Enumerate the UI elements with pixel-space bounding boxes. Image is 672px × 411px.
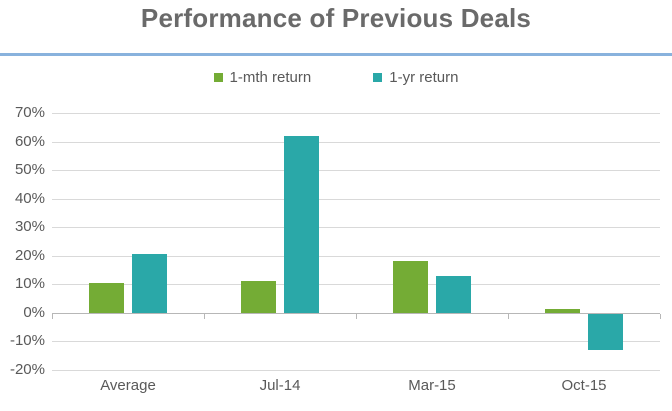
gridline [52, 341, 660, 342]
title-divider [0, 53, 672, 56]
x-axis-tick [356, 314, 357, 319]
y-axis-label: -20% [9, 361, 45, 378]
bar-1-mth-return-oct-15 [545, 309, 580, 313]
x-axis-label-jul-14: Jul-14 [259, 377, 301, 394]
gridline [52, 170, 660, 171]
y-axis-label: -10% [9, 332, 45, 349]
y-axis-label: 60% [14, 133, 45, 150]
chart-legend: 1-mth return 1-yr return [0, 66, 672, 88]
gridline [52, 199, 660, 200]
gridline [52, 256, 660, 257]
gridline [52, 370, 660, 371]
bar-1-yr-return-mar-15 [436, 276, 471, 313]
y-axis-label: 70% [14, 104, 45, 121]
x-axis-label-mar-15: Mar-15 [408, 377, 456, 394]
gridline [52, 142, 660, 143]
bar-1-mth-return-jul-14 [241, 281, 276, 313]
y-axis-label: 40% [14, 190, 45, 207]
bar-1-yr-return-average [132, 254, 167, 313]
legend-item-1mth-return: 1-mth return [213, 68, 312, 86]
y-axis-label: 20% [14, 247, 45, 264]
gridline [52, 284, 660, 285]
bar-1-yr-return-jul-14 [284, 136, 319, 313]
x-axis-tick [204, 314, 205, 319]
y-axis-label: 30% [14, 218, 45, 235]
x-axis-line [52, 313, 660, 314]
chart-title: Performance of Previous Deals [140, 3, 532, 33]
legend-item-1yr-return: 1-yr return [373, 69, 458, 86]
legend-swatch-1mth-return-icon [213, 72, 223, 82]
bar-1-mth-return-average [89, 283, 124, 313]
gridline [52, 227, 660, 228]
legend-label-1yr-return: 1-yr return [389, 68, 459, 86]
bar-1-yr-return-oct-15 [588, 314, 623, 350]
x-axis-label-average: Average [100, 377, 156, 394]
gridline [52, 113, 660, 114]
y-axis-label: 10% [14, 275, 45, 292]
x-axis-tick [660, 314, 661, 319]
legend-label-1mth-return: 1-mth return [229, 68, 312, 86]
y-axis-label: 0% [23, 304, 45, 321]
legend-swatch-1yr-return-icon [373, 72, 383, 82]
y-axis-label: 50% [14, 161, 45, 178]
bar-1-mth-return-mar-15 [393, 261, 428, 313]
x-axis-tick [508, 314, 509, 319]
x-axis-label-oct-15: Oct-15 [561, 377, 607, 394]
x-axis-tick [52, 314, 53, 319]
